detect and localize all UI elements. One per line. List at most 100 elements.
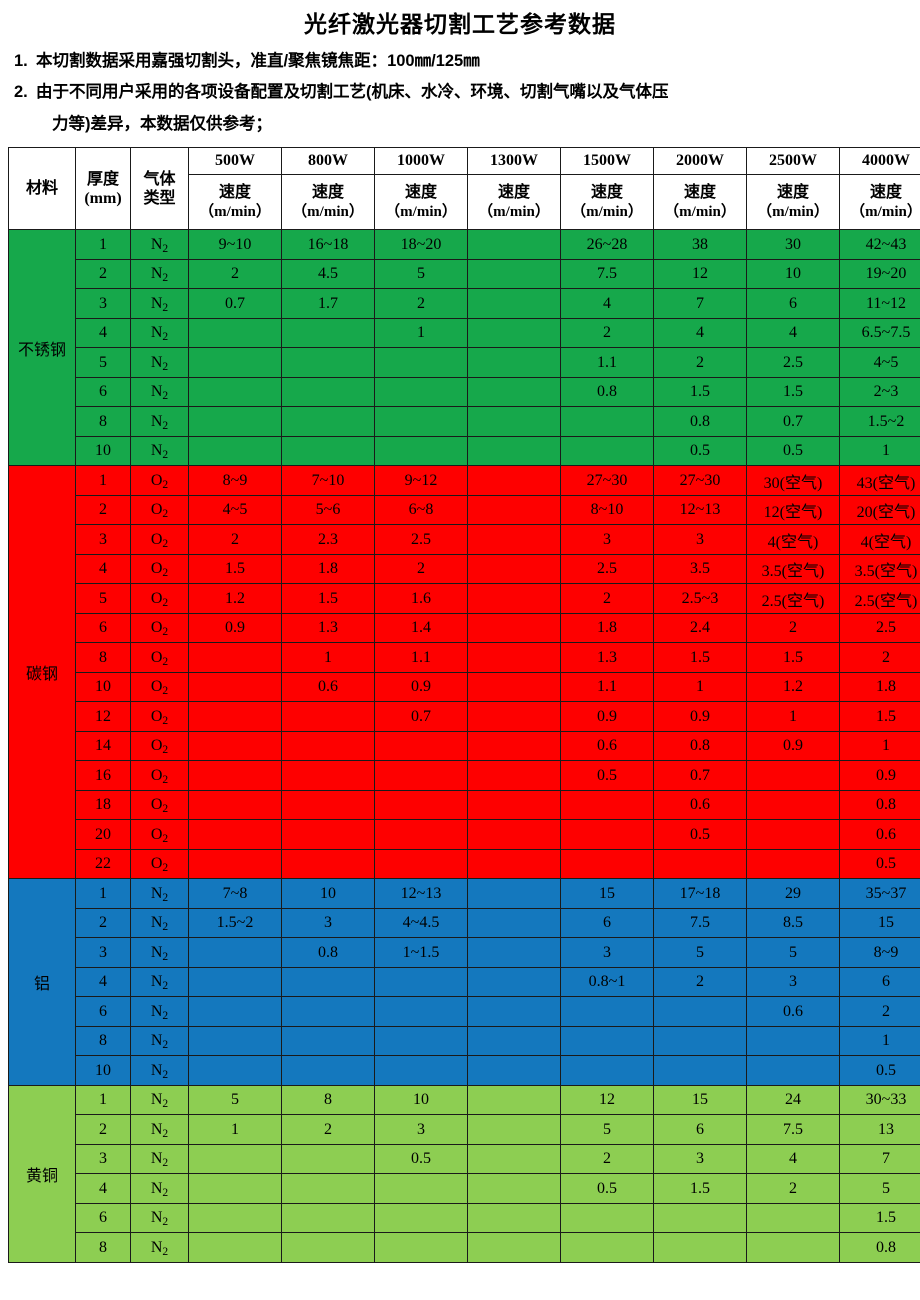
speed-cell-4000w: 1 — [839, 730, 920, 762]
speed-cell-2500w — [746, 1055, 840, 1086]
speed-cell-2500w: 5 — [746, 937, 840, 968]
speed-cell-1000w — [374, 760, 468, 791]
speed-cell-2000w: 1.5 — [653, 1173, 747, 1204]
speed-cell-1300w — [467, 671, 561, 703]
speed-cell-2500w: 4(空气) — [746, 524, 840, 555]
speed-cell-1000w — [374, 789, 468, 821]
speed-cell-2000w: 4 — [653, 317, 747, 349]
thickness-cell: 10 — [75, 1055, 131, 1086]
speed-cell-1500w: 15 — [560, 878, 654, 909]
speed-cell-2000w — [653, 996, 747, 1027]
speed-cell-2000w: 3 — [653, 524, 747, 555]
gas-cell: O2 — [130, 642, 189, 673]
speed-cell-4000w: 0.6 — [839, 819, 920, 850]
speed-cell-4000w: 11~12 — [839, 288, 920, 319]
header-thickness: 厚度 (mm) — [75, 147, 131, 231]
speed-cell-800w — [281, 1202, 375, 1234]
gas-cell: N2 — [130, 878, 189, 909]
speed-cell-800w: 4.5 — [281, 258, 375, 290]
header-speed-1000w: 速度 （m/min） — [374, 174, 468, 231]
gas-cell: O2 — [130, 789, 189, 821]
speed-cell-2000w — [653, 1055, 747, 1086]
thickness-cell: 6 — [75, 1202, 131, 1234]
speed-cell-1500w — [560, 819, 654, 850]
speed-cell-1000w: 1~1.5 — [374, 937, 468, 968]
speed-cell-500w — [188, 819, 282, 850]
gas-cell: O2 — [130, 848, 189, 880]
speed-cell-1000w: 0.9 — [374, 671, 468, 703]
header-speed-800w: 速度 （m/min） — [281, 174, 375, 231]
thickness-cell: 3 — [75, 524, 131, 555]
speed-label: 速度 — [404, 184, 437, 202]
speed-cell-4000w: 6 — [839, 966, 920, 998]
gas-cell: O2 — [130, 583, 189, 614]
speed-unit: （m/min） — [664, 204, 736, 221]
thickness-cell: 3 — [75, 288, 131, 319]
speed-cell-1000w — [374, 376, 468, 408]
table-row: 不锈钢 1 N2 9~10 16~18 18~20 26~28 38 30 42~43 — [8, 229, 920, 467]
speed-cell-4000w: 43(空气) — [839, 465, 920, 496]
speed-cell-2500w: 0.7 — [746, 406, 840, 437]
speed-cell-800w — [281, 1173, 375, 1204]
speed-cell-500w — [188, 937, 282, 968]
speed-cell-1500w: 26~28 — [560, 229, 654, 260]
gas-cell: N2 — [130, 258, 189, 290]
speed-cell-800w — [281, 819, 375, 850]
speed-unit: （m/min） — [199, 204, 271, 221]
speed-cell-1300w — [467, 347, 561, 378]
speed-cell-2000w: 12 — [653, 258, 747, 290]
speed-cell-1500w — [560, 848, 654, 880]
speed-cell-1000w: 3 — [374, 1114, 468, 1145]
speed-cell-1000w — [374, 1232, 468, 1263]
speed-cell-2000w: 5 — [653, 937, 747, 968]
thickness-cell: 3 — [75, 1143, 131, 1175]
speed-cell-800w: 2.3 — [281, 524, 375, 555]
table-row: 黄铜 1 N2 5 8 10 12 15 24 30~33 — [8, 1084, 920, 1263]
speed-cell-500w — [188, 1173, 282, 1204]
thickness-cell: 6 — [75, 996, 131, 1027]
speed-cell-1300w — [467, 819, 561, 850]
speed-cell-1500w: 0.5 — [560, 760, 654, 791]
speed-cell-1300w — [467, 848, 561, 880]
gas-cell: O2 — [130, 730, 189, 762]
speed-cell-1500w: 6 — [560, 907, 654, 939]
table-row: 碳钢 1 O2 8~9 7~10 9~12 27~30 27~30 30(空气) 43(空气) — [8, 465, 920, 880]
speed-cell-1300w — [467, 642, 561, 673]
thickness-cell: 2 — [75, 1114, 131, 1145]
speed-cell-500w — [188, 347, 282, 378]
speed-cell-2000w: 2.4 — [653, 612, 747, 644]
speed-cell-1500w: 0.5 — [560, 1173, 654, 1204]
speed-cell-1000w: 5 — [374, 258, 468, 290]
speed-cell-800w: 1.5 — [281, 583, 375, 614]
gas-cell: N2 — [130, 996, 189, 1027]
speed-cell-2000w: 38 — [653, 229, 747, 260]
speed-cell-1300w — [467, 789, 561, 821]
speed-cell-4000w: 2.5(空气) — [839, 583, 920, 614]
speed-cell-1300w — [467, 996, 561, 1027]
speed-cell-1500w — [560, 1055, 654, 1086]
speed-cell-1000w — [374, 1025, 468, 1057]
speed-cell-1000w — [374, 1055, 468, 1086]
material-cell: 碳钢 — [8, 465, 76, 880]
speed-cell-800w: 8 — [281, 1084, 375, 1116]
gas-cell: N2 — [130, 435, 189, 467]
material-cell: 黄铜 — [8, 1084, 76, 1263]
speed-cell-1300w — [467, 229, 561, 260]
speed-cell-1000w — [374, 996, 468, 1027]
speed-cell-1300w — [467, 435, 561, 467]
header-material: 材料 — [8, 147, 76, 231]
speed-cell-1000w: 2 — [374, 553, 468, 585]
speed-cell-1000w: 2.5 — [374, 524, 468, 555]
speed-cell-1300w — [467, 1084, 561, 1116]
speed-cell-2000w — [653, 1202, 747, 1234]
thickness-cell: 22 — [75, 848, 131, 880]
speed-cell-1000w: 4~4.5 — [374, 907, 468, 939]
gas-cell: N2 — [130, 907, 189, 939]
gas-cell: O2 — [130, 465, 189, 496]
table-row: 10 N2 0.5 0.5 1 — [9, 435, 920, 467]
thickness-cell: 10 — [75, 435, 131, 467]
header-gas-line1: 气体 — [143, 170, 176, 188]
speed-cell-2000w: 3 — [653, 1143, 747, 1175]
speed-cell-2000w: 2 — [653, 966, 747, 998]
table-row: 8 O2 1 1.1 1.3 1.5 1.5 2 — [9, 642, 920, 673]
